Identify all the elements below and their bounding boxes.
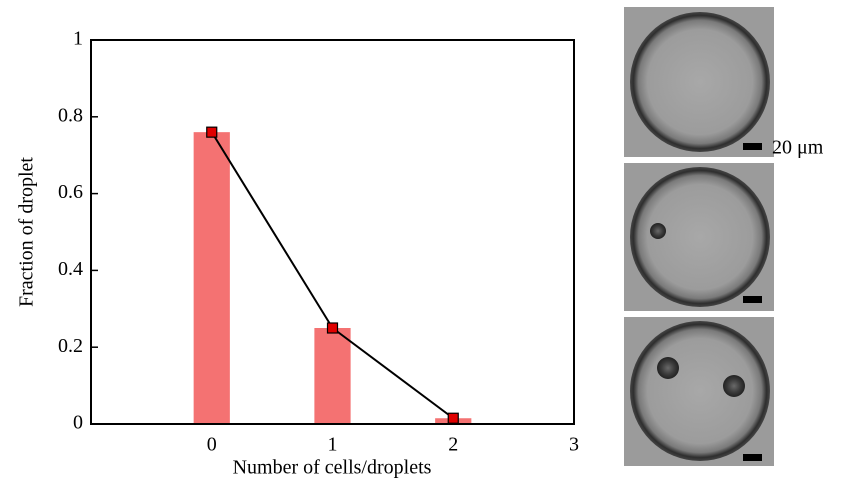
droplet [630,167,770,307]
marker [326,322,339,334]
droplet [630,321,770,461]
x-tick-label: 0 [207,434,217,456]
droplet [630,12,770,152]
marker [206,126,218,138]
plot-frame [90,39,575,425]
cell [657,357,679,379]
x-axis-label: Number of cells/droplets [233,457,432,479]
cell [723,375,745,397]
scale-bar [743,143,762,150]
x-tick-label: 3 [569,434,579,456]
y-tick-label: 1 [73,28,83,50]
scale-bar [743,296,762,303]
y-tick-label: 0 [73,412,83,434]
scale-bar [743,454,762,461]
y-axis-label: Fraction of droplet [16,157,38,307]
cell [650,223,666,239]
micrographs: 20 μm [624,7,824,466]
marker [447,412,459,424]
x-tick-label: 2 [448,434,458,456]
x-tick-label: 1 [328,434,338,456]
y-tick-label: 0.8 [58,104,83,126]
scale-label: 20 μm [772,137,824,159]
y-tick-label: 0.2 [58,335,83,357]
bar [193,132,230,424]
y-tick-label: 0.4 [58,258,83,280]
y-tick-label: 0.6 [58,181,83,203]
bar [314,328,351,424]
